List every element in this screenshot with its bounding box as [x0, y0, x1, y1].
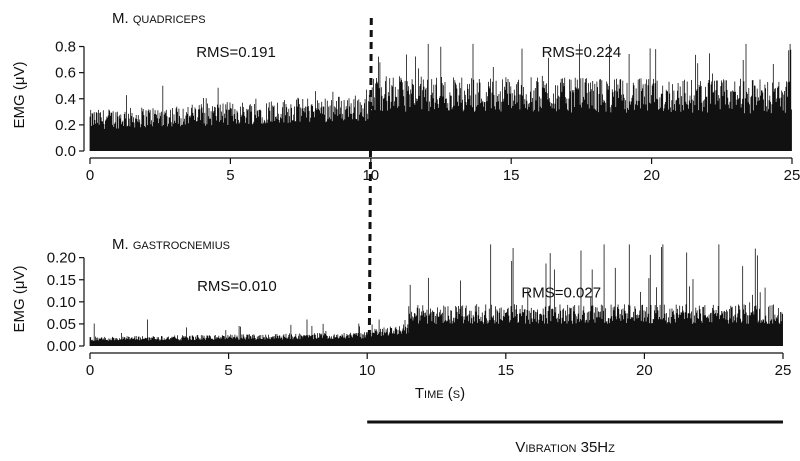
- vibration-label: Vibration 35Hz: [515, 439, 615, 456]
- x-tick-label: 15: [497, 362, 514, 379]
- x-tick-label: 25: [775, 362, 792, 379]
- quadriceps-rms-before: RMS=0.191: [196, 44, 276, 61]
- quadriceps-emg-signal: [89, 43, 792, 151]
- gastrocnemius-y-axis: 0.00 0.05 0.10 0.15 0.20: [47, 250, 85, 355]
- gastrocnemius-panel-title: M. gastrocnemius: [112, 236, 230, 253]
- quadriceps-rms-after: RMS=0.224: [542, 44, 622, 61]
- gastrocnemius-rms-after: RMS=0.027: [521, 284, 601, 301]
- gastrocnemius-x-axis: 0 5 10 15 20 25: [86, 352, 792, 379]
- y-tick-label: 0.15: [47, 272, 76, 289]
- vibration-onset-line: [367, 17, 373, 347]
- x-tick-label: 20: [643, 167, 660, 184]
- y-tick-label: 0.2: [55, 117, 76, 134]
- emg-trace: [89, 244, 783, 346]
- x-axis-label: Time (s): [415, 385, 465, 402]
- y-tick-label: 0.00: [47, 338, 76, 355]
- x-tick-label: 10: [359, 362, 376, 379]
- x-tick-label: 5: [224, 362, 232, 379]
- y-tick-label: 0.6: [55, 65, 76, 82]
- x-tick-label: 0: [86, 362, 94, 379]
- y-tick-label: 0.8: [55, 39, 76, 56]
- quadriceps-y-axis: 0.0 0.2 0.4 0.6 0.8: [55, 39, 85, 160]
- quadriceps-y-axis-label: EMG (μV): [11, 62, 28, 129]
- emg-trace: [89, 43, 792, 151]
- x-tick-label: 25: [784, 167, 800, 184]
- gastrocnemius-y-axis-label: EMG (μV): [11, 266, 28, 333]
- y-tick-label: 0.10: [47, 294, 76, 311]
- y-tick-label: 0.0: [55, 143, 76, 160]
- y-tick-label: 0.20: [47, 250, 76, 267]
- y-tick-label: 0.4: [55, 91, 76, 108]
- quadriceps-panel-title: M. quadriceps: [112, 10, 206, 27]
- y-tick-label: 0.05: [47, 316, 76, 333]
- x-tick-label: 20: [636, 362, 653, 379]
- x-tick-label: 5: [226, 167, 234, 184]
- gastrocnemius-panel: 0.00 0.05 0.10 0.15 0.20 0 5 10 15 20 25 M. gastr…: [11, 236, 791, 402]
- gastrocnemius-emg-signal: [89, 244, 783, 346]
- gastrocnemius-rms-before: RMS=0.010: [197, 278, 277, 295]
- x-tick-label: 15: [503, 167, 520, 184]
- x-tick-label: 0: [86, 167, 94, 184]
